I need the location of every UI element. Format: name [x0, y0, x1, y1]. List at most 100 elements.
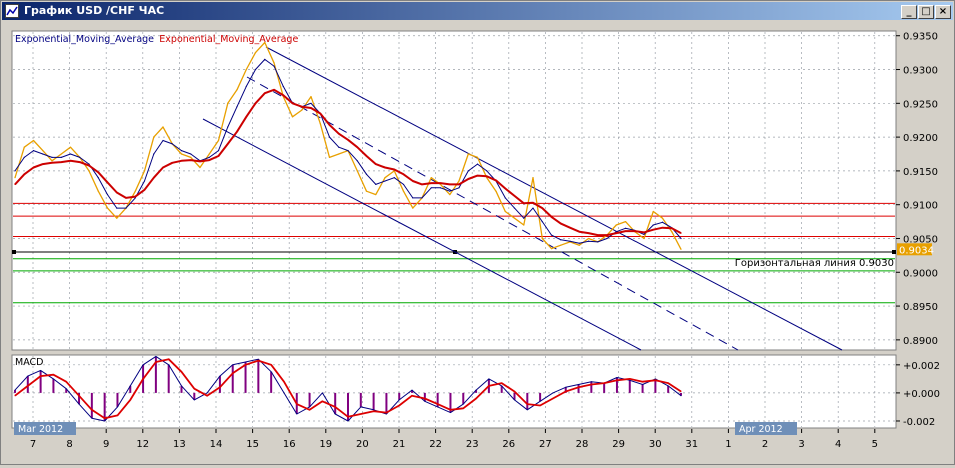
ema-slow-line-point: [338, 133, 340, 135]
macd-signal-line-point: [578, 386, 580, 388]
macd-line-point: [539, 400, 541, 402]
macd-line-point: [488, 378, 490, 380]
ema-fast-line-point: [97, 177, 99, 179]
macd-line-point: [654, 378, 656, 380]
macd-series-group: [14, 355, 682, 422]
macd-line-point: [629, 379, 631, 381]
macd-line-point: [116, 406, 118, 408]
ema-slow-line-point: [597, 234, 599, 236]
maximize-button[interactable]: □: [918, 5, 934, 19]
ema-fast-line-point: [125, 207, 127, 209]
x-tick-label: 30: [649, 439, 662, 450]
macd-line-point: [514, 399, 515, 401]
horizontal-line-handle: [12, 250, 16, 255]
ema-slow-line-point: [365, 155, 368, 157]
macd-signal-line-point: [680, 391, 682, 392]
price-line-point: [254, 52, 257, 54]
ema-fast-line-point: [578, 242, 580, 244]
x-tick-label: 8: [66, 439, 72, 450]
price-line-point: [236, 89, 238, 91]
price-line-point: [523, 224, 525, 226]
price-chart-svg[interactable]: 7 8 9 12 13 14 15 16 19 20 21 22 23 26 27 28 29 30 31 1 2 3 4 5…: [3, 23, 954, 464]
price-line-point: [680, 248, 682, 250]
macd-signal-line-point: [526, 403, 528, 405]
ema-slow-line-point: [569, 227, 571, 229]
price-line-point: [430, 177, 432, 179]
x-tick-label: 23: [466, 439, 479, 450]
close-button[interactable]: ×: [935, 5, 951, 19]
price-line-point: [134, 190, 136, 192]
macd-line-point: [27, 375, 29, 377]
price-line-point: [153, 136, 155, 138]
macd-signal-line-point: [206, 395, 208, 397]
price-line-point: [578, 244, 580, 246]
x-tick-label: 19: [319, 439, 332, 450]
x-tick-label: 7: [30, 439, 36, 450]
ema-fast-line-point: [680, 237, 682, 240]
ema-fast-line-point: [69, 153, 72, 155]
title-bar[interactable]: График USD /CHF ЧАС _ □ ×: [2, 2, 953, 20]
macd-signal-line-point: [257, 360, 259, 362]
price-line-point: [652, 210, 654, 213]
macd-line-point: [590, 381, 592, 383]
price-line-point: [273, 62, 275, 64]
ema-fast-line-point: [652, 224, 654, 226]
macd-pane: [11, 354, 897, 429]
ema-slow-line-point: [634, 230, 636, 232]
minimize-button[interactable]: _: [901, 5, 917, 19]
ema-fast-line-point: [60, 156, 62, 158]
macd-signal-line-point: [385, 412, 387, 414]
ema-slow-line-point: [208, 159, 210, 161]
macd-signal-line-point: [552, 398, 554, 400]
x-tick-label: 12: [136, 439, 149, 450]
macd-signal-line-point: [155, 361, 157, 363]
macd-signal-line-point: [360, 413, 362, 415]
macd-signal-line-point: [219, 386, 221, 388]
ema-slow-line-point: [171, 162, 173, 164]
ema-slow-line-point: [125, 197, 127, 199]
macd-signal-line-point: [590, 383, 592, 385]
ema-fast-line-point: [421, 197, 423, 199]
ema-slow-line-point: [486, 175, 488, 177]
macd-line-point: [552, 392, 554, 394]
macd-line-point: [283, 392, 285, 394]
macd-signal-line-point: [52, 374, 54, 376]
macd-line-point: [398, 399, 400, 401]
chart-area[interactable]: 7 8 9 12 13 14 15 16 19 20 21 22 23 26 27 28 29 30 31 1 2 3 4 5…: [3, 23, 954, 464]
macd-line-point: [168, 364, 170, 366]
x-tick-label: 4: [835, 439, 841, 450]
macd-y-tick-label: -0.002: [903, 417, 935, 428]
price-line-point: [587, 237, 590, 240]
price-line-point: [319, 122, 321, 125]
ema-slow-line-point: [643, 231, 645, 234]
ema-slow-line-point: [587, 232, 590, 234]
price-line-point: [365, 190, 368, 192]
macd-signal-line-point: [334, 406, 336, 408]
channel-line: [202, 118, 642, 351]
macd-signal-line-point: [91, 409, 93, 411]
ema-fast-line-point: [560, 239, 562, 241]
ema-slow-line-point: [476, 175, 479, 177]
price-line-point: [467, 153, 469, 155]
price-line-point: [51, 160, 53, 162]
macd-signal-line-point: [654, 379, 656, 381]
price-line-point: [615, 224, 617, 226]
macd-line-point: [385, 413, 387, 415]
ema-slow-line-point: [227, 143, 229, 145]
ema-fast-line-point: [375, 183, 377, 186]
y-tick-label: 0.9100: [903, 201, 938, 212]
ema-slow-line-point: [356, 146, 358, 148]
y-tick-label: 0.9350: [903, 32, 938, 43]
macd-signal-line-point: [142, 378, 144, 380]
macd-line-point: [360, 406, 362, 408]
macd-signal-line-point: [40, 375, 42, 377]
ema-fast-line-point: [171, 143, 173, 145]
current-price-box: [897, 243, 932, 256]
macd-signal-line-point: [270, 364, 272, 366]
ema-slow-line-point: [162, 166, 164, 169]
price-line-point: [42, 150, 44, 152]
ema-fast-line-point: [449, 190, 451, 192]
ema-slow-line-point: [402, 173, 405, 175]
macd-signal-line-point: [462, 407, 464, 409]
macd-signal-line-point: [539, 405, 541, 407]
